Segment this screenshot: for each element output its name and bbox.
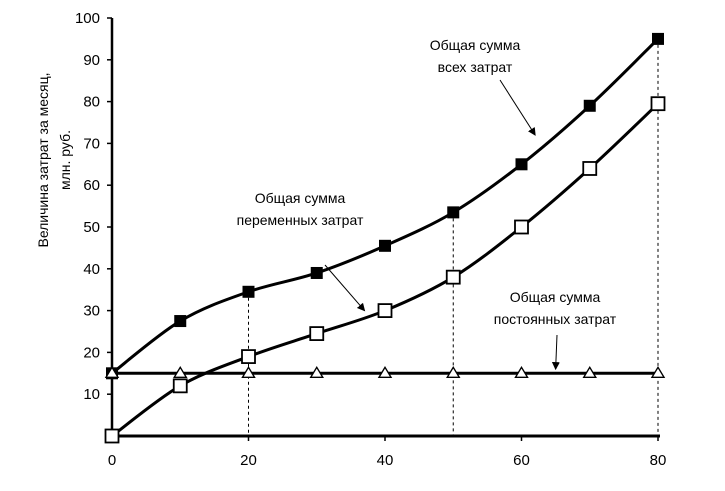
y-tick-label: 70 xyxy=(83,135,100,152)
annotations: Общая сумма всех затрат Общая сумма перемен… xyxy=(237,37,617,371)
x-tick-label: 80 xyxy=(650,452,667,469)
annotation-text: всех затрат xyxy=(438,59,513,75)
annotation-arrow xyxy=(499,79,536,136)
data-point-open-triangle xyxy=(514,365,529,378)
y-tick-label: 60 xyxy=(83,177,100,194)
data-point-open-square xyxy=(377,303,393,319)
data-point-filled-square xyxy=(447,206,460,219)
y-tick-label: 30 xyxy=(83,303,100,320)
annotation-text: Общая сумма xyxy=(510,289,601,305)
data-point-filled-square xyxy=(310,266,323,279)
data-point-open-square xyxy=(582,161,598,176)
y-tick-label: 10 xyxy=(83,386,100,403)
data-point-open-square xyxy=(241,349,256,364)
data-point-open-square xyxy=(445,269,461,285)
y-tick-label: 100 xyxy=(75,10,100,27)
annotation-text: Общая сумма xyxy=(430,37,521,53)
x-tick-label: 0 xyxy=(108,452,116,469)
data-point-open-triangle xyxy=(446,365,461,378)
y-tick-label: 90 xyxy=(83,52,100,69)
data-point-open-square xyxy=(104,428,120,444)
data-point-filled-square xyxy=(242,285,255,298)
x-tick-label: 20 xyxy=(240,452,257,469)
annotation-text: постоянных затрат xyxy=(494,311,617,327)
data-point-open-triangle xyxy=(104,365,120,378)
data-point-filled-square xyxy=(583,99,596,112)
data-point-filled-square xyxy=(652,32,664,45)
annotation-text: переменных затрат xyxy=(237,212,364,228)
data-point-open-square xyxy=(650,96,666,112)
series-layer xyxy=(104,32,666,444)
y-tick-label: 40 xyxy=(83,261,100,278)
annotation-arrow xyxy=(551,334,560,371)
data-point-open-triangle xyxy=(377,365,393,378)
annotation-arrow xyxy=(324,264,366,312)
data-point-filled-square xyxy=(515,158,528,171)
data-point-filled-square xyxy=(379,239,391,252)
series-line-1 xyxy=(111,102,660,438)
data-point-open-triangle xyxy=(173,365,188,378)
y-axis-title-line-1: Величина затрат за месяц, xyxy=(35,72,51,247)
y-tick-label: 20 xyxy=(83,344,100,361)
y-axis-title-line-2: млн. руб. xyxy=(57,130,73,190)
y-tick-label: 80 xyxy=(83,94,100,111)
data-point-open-triangle xyxy=(309,365,324,378)
data-point-open-square xyxy=(514,219,529,235)
y-tick-label: 50 xyxy=(83,219,100,236)
data-point-open-square xyxy=(309,326,325,341)
data-point-filled-square xyxy=(174,315,187,328)
x-tick-label: 40 xyxy=(377,452,394,469)
data-point-open-triangle xyxy=(582,365,597,378)
data-point-open-triangle xyxy=(241,365,256,378)
data-point-open-square xyxy=(172,378,188,394)
annotation-text: Общая сумма xyxy=(255,190,346,206)
axes: 10 20 30 40 50 60 70 80 90 100 0 20 40 60 80 xyxy=(75,10,666,469)
x-tick-label: 60 xyxy=(513,452,530,469)
y-axis-title: Величина затрат за месяц, млн. руб. xyxy=(35,72,73,247)
data-point-open-triangle xyxy=(650,365,666,378)
